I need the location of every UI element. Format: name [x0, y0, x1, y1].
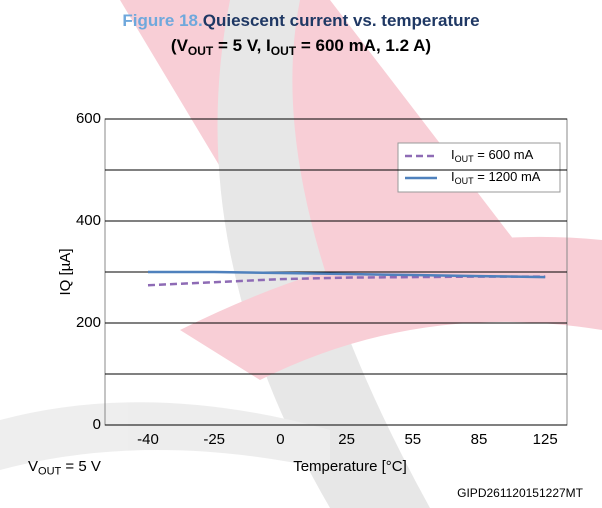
text-part: (V	[171, 36, 189, 55]
x-tick-label: -25	[203, 431, 225, 448]
x-tick-label: 0	[276, 431, 284, 448]
text-part: I	[451, 169, 455, 184]
legend	[397, 142, 561, 193]
subscript: OUT	[455, 176, 475, 186]
x-tick-label: -40	[137, 431, 159, 448]
x-tick-label: 25	[338, 431, 355, 448]
subscript: OUT	[38, 465, 62, 477]
text-part: = 5 V	[61, 458, 101, 475]
chart-title: Figure 18.Quiescent current vs. temperat…	[122, 11, 479, 30]
subscript: OUT	[188, 44, 214, 58]
y-axis-label: IQ [µA]	[57, 249, 74, 296]
text-part: = 600 mA	[474, 147, 534, 162]
subscript: OUT	[271, 44, 297, 58]
y-tick-label: 600	[76, 110, 101, 127]
legend-label: IOUT = 1200 mA	[451, 169, 541, 186]
text-part: = 5 V, I	[213, 36, 271, 55]
x-tick-label: 85	[471, 431, 488, 448]
text-part: V	[28, 458, 38, 475]
text-part: = 600 mA, 1.2 A)	[296, 36, 431, 55]
x-tick-label: 125	[533, 431, 558, 448]
y-tick-label: 0	[93, 416, 101, 433]
x-axis-label: Temperature [°C]	[293, 458, 407, 475]
series-line	[148, 270, 546, 279]
figure-label: Figure 18.	[122, 11, 202, 30]
subscript: OUT	[455, 154, 475, 164]
note: VOUT = 5 V	[28, 458, 101, 477]
legend-label: IOUT = 600 mA	[451, 147, 534, 164]
text-part: I	[451, 147, 455, 162]
title: Quiescent current vs. temperature	[203, 11, 480, 30]
chart-subtitle: (VOUT = 5 V, IOUT = 600 mA, 1.2 A)	[171, 36, 431, 58]
text-part: = 1200 mA	[474, 169, 541, 184]
figure-code: GIPD261120151227MT	[457, 486, 584, 500]
x-tick-label: 55	[404, 431, 421, 448]
y-tick-label: 200	[76, 314, 101, 331]
y-tick-label: 400	[76, 212, 101, 229]
